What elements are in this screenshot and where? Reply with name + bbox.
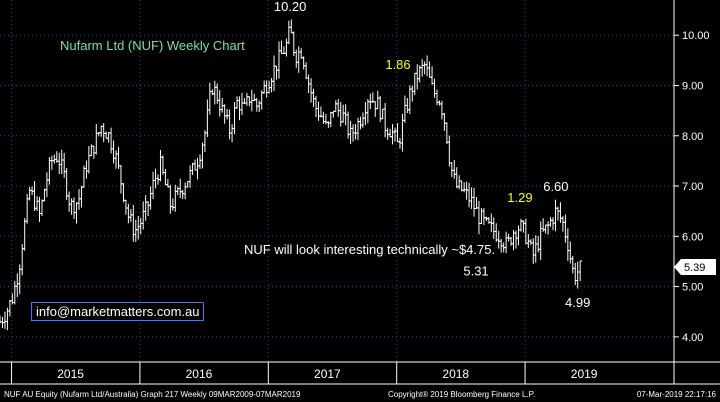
footer-bar: NUF AU Equity (Nufarm Ltd/Australia) Gra… — [0, 387, 720, 402]
commentary-note: NUF will look interesting technically ~$… — [244, 242, 496, 257]
y-tick-label: 6.00 — [682, 231, 703, 243]
x-tick-label: 2017 — [314, 367, 341, 381]
y-axis: 4.00 5.00 6.00 7.00 8.00 9.00 10.00 5.39 — [673, 0, 716, 384]
annotation-label: 4.99 — [565, 295, 590, 310]
footer-security-info: NUF AU Equity (Nufarm Ltd/Australia) Gra… — [4, 390, 301, 399]
y-tick-label: 5.00 — [682, 282, 703, 294]
footer-timestamp: 07-Mar-2019 22:17:16 — [636, 390, 716, 399]
price-series — [0, 19, 583, 331]
y-tick-label: 7.00 — [682, 181, 703, 193]
x-tick-label: 2019 — [571, 367, 598, 381]
email-link[interactable]: info@marketmatters.com.au — [31, 302, 205, 321]
annotation-label: 1.86 — [385, 57, 410, 72]
annotation-label: 1.29 — [507, 190, 532, 205]
x-axis: 2015 2016 2017 2018 2019 — [0, 361, 720, 385]
annotation-label: 6.60 — [543, 179, 568, 194]
annotation-label: 10.20 — [274, 0, 307, 14]
annotation-label: 5.31 — [463, 264, 488, 279]
y-tick-label: 10.00 — [682, 30, 710, 42]
x-tick-label: 2016 — [186, 367, 213, 381]
y-tick-label: 9.00 — [682, 80, 703, 92]
chart-title: Nufarm Ltd (NUF) Weekly Chart — [60, 38, 245, 53]
last-price-tag — [674, 258, 716, 275]
x-tick-label: 2015 — [57, 367, 84, 381]
last-price-label: 5.39 — [684, 262, 705, 274]
chart-annotations: 10.20 1.86 6.60 1.29 5.31 4.99 — [274, 0, 591, 310]
x-tick-label: 2018 — [442, 367, 469, 381]
y-tick-label: 4.00 — [682, 332, 703, 344]
y-tick-label: 8.00 — [682, 131, 703, 143]
footer-copyright: Copyright® 2019 Bloomberg Finance L.P. — [388, 390, 536, 399]
grid-lines — [0, 0, 674, 362]
